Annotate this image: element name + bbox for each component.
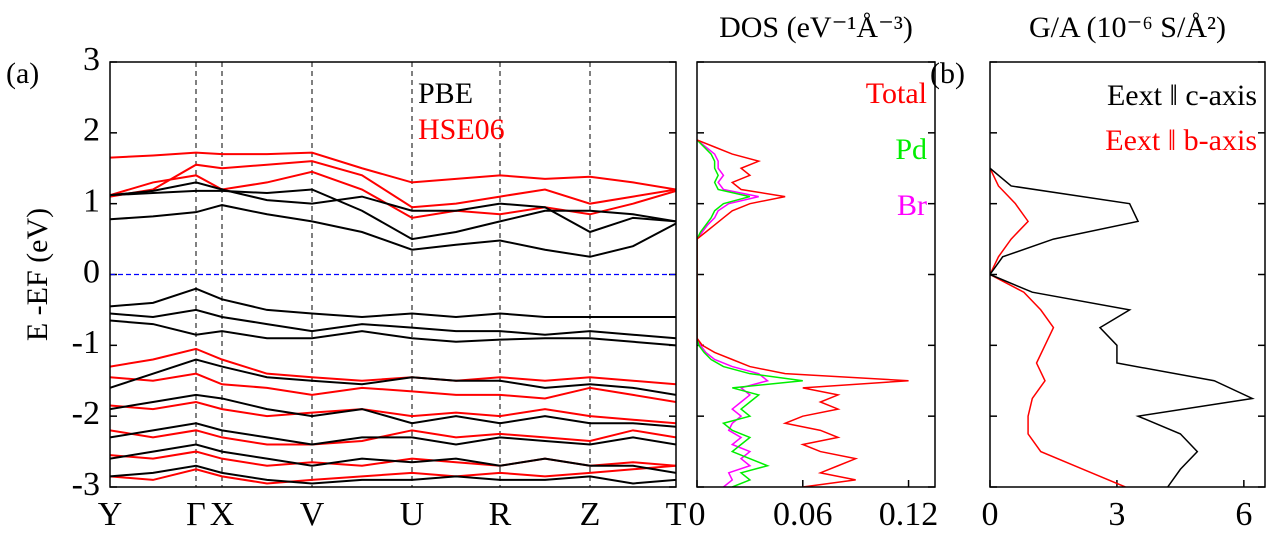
plot-frame (696, 61, 936, 488)
band (110, 287, 676, 319)
panel-title: DOS (eV⁻¹Å⁻³) (719, 11, 913, 44)
band (110, 429, 676, 446)
y-tick-label: -1 (72, 324, 100, 361)
x-tick-label: T (666, 496, 687, 533)
dos-curve (990, 167, 1255, 487)
band (110, 160, 676, 209)
band (110, 443, 676, 474)
plot-area (110, 151, 676, 485)
band (110, 308, 676, 340)
plot-area (697, 139, 909, 487)
x-tick-label: V (300, 496, 325, 533)
y-tick-label: 0 (83, 253, 100, 290)
band (110, 319, 676, 347)
panel-title: G/A (10⁻⁶ S/Å²) (1029, 11, 1226, 44)
band (110, 464, 676, 485)
y-tick-label: 1 (83, 182, 100, 219)
band (110, 204, 676, 258)
dos-curve (697, 139, 770, 487)
x-tick-label: 0.06 (773, 496, 833, 533)
x-tick-label: Y (98, 496, 123, 533)
band (110, 422, 676, 446)
band (110, 188, 676, 241)
band (110, 400, 676, 425)
panel-label: (a) (6, 57, 39, 90)
dos-curve (990, 167, 1126, 487)
x-tick-label: X (210, 496, 235, 533)
plot-area (990, 167, 1255, 487)
band (110, 393, 676, 428)
x-tick-label: Z (580, 496, 601, 533)
plot-frame (989, 61, 1266, 488)
legend-label: Br (897, 189, 927, 222)
x-tick-label: 0 (689, 496, 706, 533)
x-tick-label: U (400, 496, 425, 533)
panel-label: (b) (930, 57, 965, 90)
legend-label: Eext ‖ c-axis (1107, 79, 1257, 112)
band (110, 464, 676, 485)
dos-curve (697, 139, 909, 487)
band (110, 358, 676, 396)
y-tick-label: -2 (72, 395, 100, 432)
y-axis-label: E -EF (eV) (21, 208, 54, 341)
legend-label: Total (866, 77, 927, 110)
x-tick-label: 0.12 (879, 496, 939, 533)
x-tick-label: 6 (1235, 496, 1252, 533)
y-tick-label: -3 (72, 466, 100, 503)
legend-label: Pd (895, 133, 927, 166)
band (110, 450, 676, 467)
x-tick-label: Γ (186, 496, 206, 533)
band (110, 151, 676, 191)
plot-frame (109, 61, 677, 488)
y-tick-label: 2 (83, 112, 100, 149)
dos-curve (697, 139, 803, 487)
x-tick-label: 3 (1108, 496, 1125, 533)
band (110, 181, 676, 234)
band (110, 347, 676, 386)
x-tick-label: 0 (982, 496, 999, 533)
legend-label: HSE06 (418, 113, 505, 146)
y-tick-label: 3 (83, 41, 100, 78)
x-tick-label: R (489, 496, 512, 533)
legend-label: PBE (418, 77, 473, 110)
band (110, 372, 676, 403)
legend-label: Eext ‖ b-axis (1105, 124, 1257, 157)
